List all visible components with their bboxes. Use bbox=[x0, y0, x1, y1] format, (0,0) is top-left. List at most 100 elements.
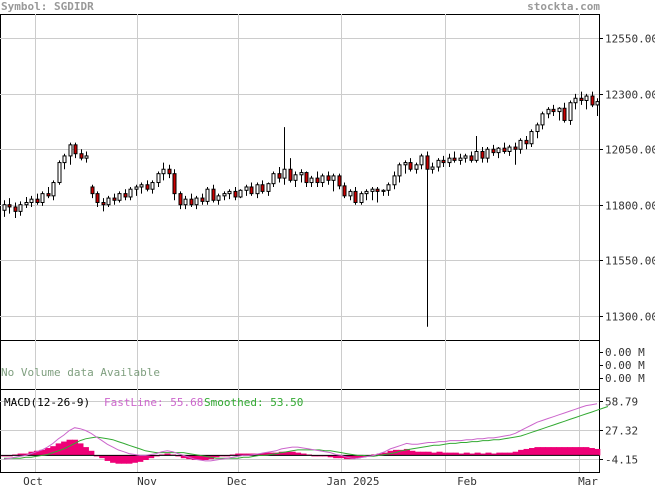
candle-38 bbox=[211, 184, 216, 203]
candle-body-95 bbox=[524, 139, 529, 145]
candle-42 bbox=[233, 186, 238, 201]
macd-hist-bar-47 bbox=[256, 453, 264, 456]
candle-body-98 bbox=[540, 113, 545, 126]
candle-body-5 bbox=[29, 198, 34, 204]
macd-hist-bar-90 bbox=[490, 453, 497, 456]
candle-body-16 bbox=[90, 186, 95, 195]
candle-body-36 bbox=[200, 197, 205, 202]
candle-80 bbox=[441, 155, 446, 168]
candle-body-44 bbox=[244, 186, 249, 191]
macd-hist-bar-79 bbox=[431, 452, 438, 456]
candle-106 bbox=[584, 93, 589, 110]
candle-body-3 bbox=[18, 204, 23, 212]
macd-hist-bar-36 bbox=[197, 455, 204, 461]
candle-99 bbox=[546, 107, 551, 119]
candle-95 bbox=[524, 135, 529, 150]
price-y-axis: 12550.00 12300.00 12050.00 11800.00 11550.00… bbox=[599, 33, 655, 324]
candle-91 bbox=[502, 142, 507, 154]
candle-26 bbox=[145, 180, 150, 192]
candle-body-103 bbox=[568, 102, 573, 121]
candle-body-34 bbox=[189, 198, 194, 206]
macd-hist-bar-48 bbox=[262, 452, 269, 456]
candle-44 bbox=[244, 184, 249, 196]
candle-body-104 bbox=[573, 97, 578, 104]
candle-79 bbox=[436, 158, 441, 172]
candle-body-12 bbox=[68, 144, 73, 157]
macd-hist-bar-35 bbox=[191, 455, 198, 461]
macd-hist-bar-107 bbox=[583, 447, 590, 456]
candle-108 bbox=[595, 98, 600, 117]
candle-body-105 bbox=[579, 97, 584, 101]
candle-2 bbox=[13, 202, 18, 219]
macd-hist-bar-30 bbox=[164, 453, 171, 456]
macd-hist-bar-99 bbox=[539, 447, 546, 456]
candle-49 bbox=[271, 171, 276, 187]
macd-hist-bar-8 bbox=[44, 448, 51, 456]
candle-69 bbox=[381, 189, 386, 196]
candle-body-88 bbox=[485, 148, 490, 159]
candle-body-81 bbox=[447, 157, 452, 164]
candle-66 bbox=[364, 189, 369, 201]
macd-hist-bar-93 bbox=[507, 452, 514, 456]
candle-body-60 bbox=[331, 175, 336, 181]
candle-body-73 bbox=[403, 162, 408, 166]
candle-body-29 bbox=[161, 168, 166, 175]
candle-8 bbox=[46, 186, 51, 199]
macd-hist-bar-81 bbox=[441, 452, 448, 456]
macd-tick-label-1: 27.32 bbox=[605, 425, 638, 438]
candle-body-43 bbox=[238, 189, 243, 198]
vol-tick-label-1: 0.00 M bbox=[605, 359, 645, 372]
macd-hist-bar-77 bbox=[420, 451, 427, 456]
candle-body-33 bbox=[183, 198, 188, 206]
macd-hist-bar-18 bbox=[99, 455, 106, 459]
candle-body-41 bbox=[227, 190, 232, 195]
macd-hist-bar-98 bbox=[534, 447, 541, 456]
candle-body-25 bbox=[139, 184, 144, 188]
candle-96 bbox=[529, 129, 534, 148]
candle-body-68 bbox=[375, 188, 380, 192]
candle-body-93 bbox=[513, 146, 518, 150]
candle-45 bbox=[249, 182, 254, 196]
candle-0 bbox=[2, 200, 7, 217]
candle-92 bbox=[507, 144, 512, 156]
candle-body-6 bbox=[35, 198, 40, 204]
candle-body-27 bbox=[150, 182, 155, 190]
macd-hist-bar-76 bbox=[414, 451, 421, 456]
macd-hist-bar-108 bbox=[588, 448, 595, 456]
candle-24 bbox=[134, 184, 139, 196]
candle-27 bbox=[150, 180, 155, 194]
candle-body-65 bbox=[359, 193, 364, 204]
macd-hist-bar-101 bbox=[550, 447, 557, 456]
candle-4 bbox=[24, 196, 29, 209]
candle-body-99 bbox=[546, 108, 551, 115]
candle-97 bbox=[535, 122, 540, 139]
macd-hist-bar-96 bbox=[523, 448, 530, 456]
candle-83 bbox=[458, 153, 463, 165]
candle-body-7 bbox=[40, 193, 45, 204]
macd-hist-bar-23 bbox=[126, 455, 133, 464]
candle-body-61 bbox=[337, 175, 342, 187]
candle-73 bbox=[403, 160, 408, 174]
x-label-4: Feb bbox=[457, 475, 477, 486]
candle-52 bbox=[288, 158, 293, 183]
candle-31 bbox=[172, 169, 177, 201]
macd-hist-bar-83 bbox=[452, 452, 459, 456]
ytick-label-1: 12300.00 bbox=[605, 89, 655, 102]
macd-hist-bar-6 bbox=[33, 450, 40, 456]
candle-14 bbox=[79, 149, 84, 161]
macd-hist-bar-10 bbox=[55, 443, 62, 456]
candle-10 bbox=[57, 160, 62, 185]
candle-body-10 bbox=[57, 162, 62, 184]
candle-75 bbox=[414, 162, 419, 174]
macd-title: MACD(12-26-9) bbox=[4, 396, 90, 409]
candle-7 bbox=[40, 191, 45, 206]
candle-body-2 bbox=[13, 206, 18, 212]
site-label: stockta.com bbox=[527, 0, 600, 13]
candle-103 bbox=[568, 100, 573, 125]
candle-17 bbox=[95, 191, 100, 207]
candle-87 bbox=[480, 147, 485, 163]
candle-1 bbox=[7, 198, 12, 214]
vol-tick-label-0: 0.00 M bbox=[605, 346, 645, 359]
macd-hist-bar-37 bbox=[202, 455, 209, 461]
